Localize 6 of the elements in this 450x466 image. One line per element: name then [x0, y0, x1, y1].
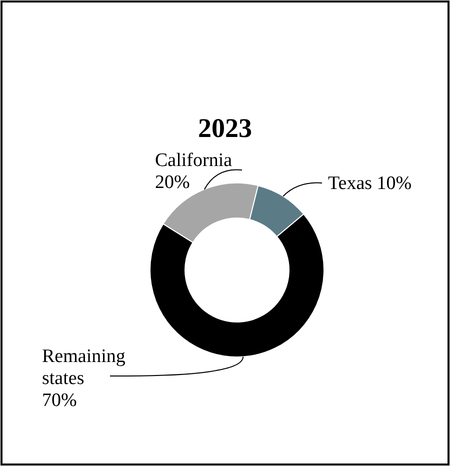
slice-label: Texas 10% [328, 173, 412, 194]
data-label: 70% [42, 390, 77, 411]
slice-label: California [155, 150, 233, 171]
data-label: 20% [155, 172, 190, 193]
slice-label: Remaining states [42, 346, 126, 389]
chart-title: 2023 [198, 113, 252, 143]
